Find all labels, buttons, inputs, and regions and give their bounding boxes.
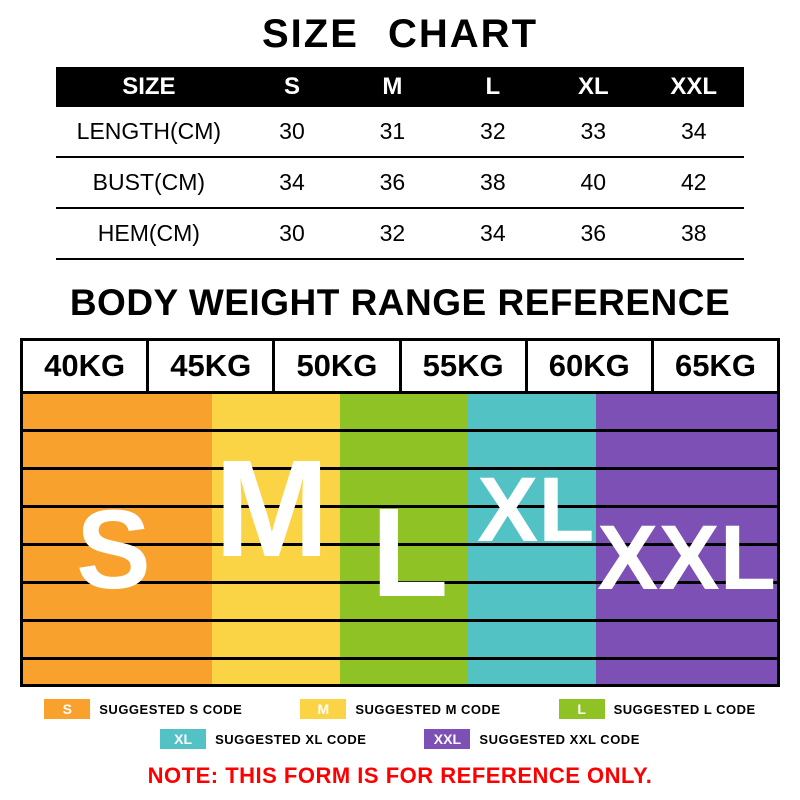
weight-header-row: 40KG 45KG 50KG 55KG 60KG 65KG bbox=[20, 338, 781, 394]
page-title: SIZE CHART bbox=[262, 12, 538, 56]
legend-swatch-s: S bbox=[44, 699, 91, 719]
legend-item-xxl: XXL SUGGESTED XXL CODE bbox=[424, 729, 639, 749]
cell-value: 42 bbox=[643, 157, 744, 209]
legend-text-s: SUGGESTED S CODE bbox=[99, 701, 243, 717]
row-label-hem: HEM(CM) bbox=[56, 208, 242, 260]
band-label-xl: XL bbox=[476, 459, 595, 561]
legend-row-1: S SUGGESTED S CODE M SUGGESTED M CODE L … bbox=[0, 699, 800, 719]
cell-value: 34 bbox=[241, 157, 343, 209]
grid-lines bbox=[23, 394, 777, 684]
cell-value: 33 bbox=[543, 107, 644, 158]
size-table-header-xxl: XXL bbox=[643, 67, 744, 107]
table-row-bust: BUST(CM) 34 36 38 40 42 bbox=[56, 157, 744, 209]
legend: S SUGGESTED S CODE M SUGGESTED M CODE L … bbox=[0, 699, 800, 749]
weight-header-65kg: 65KG bbox=[650, 338, 781, 394]
size-table: SIZE S M L XL XXL LENGTH(CM) 30 31 32 33… bbox=[56, 67, 744, 260]
weight-band-chart: S M L XL XXL bbox=[20, 394, 780, 687]
legend-swatch-m: M bbox=[300, 699, 347, 719]
cell-value: 32 bbox=[442, 107, 544, 158]
table-row-length: LENGTH(CM) 30 31 32 33 34 bbox=[56, 107, 744, 158]
cell-value: 30 bbox=[241, 107, 343, 158]
cell-value: 36 bbox=[543, 208, 644, 260]
row-label-length: LENGTH(CM) bbox=[56, 107, 242, 158]
size-table-header-row: SIZE S M L XL XXL bbox=[56, 67, 744, 107]
size-table-header-size: SIZE bbox=[56, 67, 242, 107]
band-label-xxl: XXL bbox=[597, 507, 776, 609]
table-row-hem: HEM(CM) 30 32 34 36 38 bbox=[56, 208, 744, 260]
weight-header-55kg: 55KG bbox=[398, 338, 528, 394]
legend-swatch-xxl: XXL bbox=[424, 729, 471, 749]
band-label-l: L bbox=[371, 482, 449, 623]
legend-item-s: S SUGGESTED S CODE bbox=[44, 699, 242, 719]
band-label-m: M bbox=[214, 432, 330, 586]
legend-text-xl: SUGGESTED XL CODE bbox=[215, 731, 367, 747]
cell-value: 38 bbox=[442, 157, 544, 209]
weight-header-45kg: 45KG bbox=[146, 338, 276, 394]
size-table-header-m: M bbox=[342, 67, 443, 107]
weight-header-50kg: 50KG bbox=[272, 338, 402, 394]
legend-text-m: SUGGESTED M CODE bbox=[355, 701, 501, 717]
legend-item-m: M SUGGESTED M CODE bbox=[300, 699, 500, 719]
cell-value: 30 bbox=[241, 208, 343, 260]
cell-value: 31 bbox=[342, 107, 443, 158]
legend-row-2: XL SUGGESTED XL CODE XXL SUGGESTED XXL C… bbox=[0, 729, 800, 749]
band-label-s: S bbox=[76, 487, 151, 612]
legend-text-l: SUGGESTED L CODE bbox=[613, 701, 756, 717]
cell-value: 36 bbox=[342, 157, 443, 209]
size-table-header-xl: XL bbox=[543, 67, 644, 107]
weight-header-60kg: 60KG bbox=[524, 338, 654, 394]
cell-value: 38 bbox=[643, 208, 744, 260]
row-label-bust: BUST(CM) bbox=[56, 157, 242, 209]
reference-note: NOTE: THIS FORM IS FOR REFERENCE ONLY. bbox=[147, 763, 653, 788]
legend-swatch-xl: XL bbox=[160, 729, 207, 749]
cell-value: 34 bbox=[643, 107, 744, 158]
cell-value: 32 bbox=[342, 208, 443, 260]
weight-header-40kg: 40KG bbox=[20, 338, 150, 394]
size-table-header-s: S bbox=[241, 67, 343, 107]
weight-section-title: BODY WEIGHT RANGE REFERENCE bbox=[69, 282, 731, 323]
cell-value: 34 bbox=[442, 208, 544, 260]
legend-item-xl: XL SUGGESTED XL CODE bbox=[160, 729, 366, 749]
cell-value: 40 bbox=[543, 157, 644, 209]
size-table-header-l: L bbox=[442, 67, 544, 107]
weight-chart: 40KG 45KG 50KG 55KG 60KG 65KG S M L XL X… bbox=[20, 338, 781, 687]
legend-item-l: L SUGGESTED L CODE bbox=[558, 699, 756, 719]
legend-text-xxl: SUGGESTED XXL CODE bbox=[479, 731, 640, 747]
legend-swatch-l: L bbox=[558, 699, 605, 719]
